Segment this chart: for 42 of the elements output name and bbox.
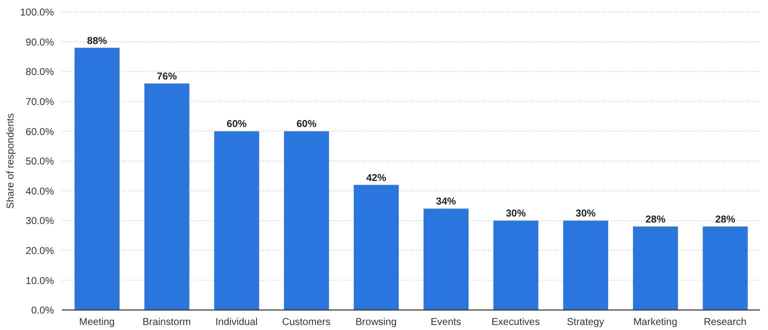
data-label: 42% bbox=[366, 172, 386, 184]
bar bbox=[284, 131, 329, 310]
y-tick-label: 70.0% bbox=[26, 96, 54, 108]
y-tick-label: 10.0% bbox=[26, 276, 54, 287]
data-label: 60% bbox=[296, 119, 317, 130]
bar bbox=[74, 48, 120, 310]
y-tick-label: 40.0% bbox=[26, 186, 54, 198]
y-tick-label: 60.0% bbox=[26, 126, 54, 138]
bar bbox=[144, 84, 190, 310]
data-label: 76% bbox=[156, 72, 177, 83]
bar bbox=[424, 208, 469, 310]
x-tick-label: Brainstorm bbox=[142, 317, 191, 328]
y-tick-label: 30.0% bbox=[26, 216, 54, 228]
x-tick-label: Individual bbox=[215, 317, 258, 328]
y-tick-label: 20.0% bbox=[26, 246, 54, 257]
x-tick-label: Browsing bbox=[356, 317, 397, 328]
x-tick-label: Executives bbox=[492, 317, 540, 328]
y-axis-title: Share of respondents bbox=[6, 113, 17, 209]
bar bbox=[214, 131, 260, 310]
x-tick-label: Meeting bbox=[79, 317, 115, 328]
y-tick-label: 90.0% bbox=[26, 37, 54, 48]
x-tick-label: Events bbox=[430, 317, 462, 328]
y-tick-label: 80.0% bbox=[26, 67, 54, 78]
y-tick-label: 0.0% bbox=[31, 306, 54, 317]
data-label: 28% bbox=[645, 214, 666, 226]
bar bbox=[563, 220, 608, 310]
x-tick-label: Customers bbox=[282, 317, 330, 328]
bar bbox=[632, 226, 678, 310]
x-tick-label: Marketing bbox=[633, 317, 678, 328]
data-label: 60% bbox=[226, 119, 247, 130]
x-tick-label: Strategy bbox=[566, 317, 604, 328]
data-label: 28% bbox=[715, 214, 736, 226]
bar bbox=[354, 184, 399, 310]
bar bbox=[702, 226, 748, 310]
y-tick-label: 100.0% bbox=[20, 8, 54, 19]
data-label: 30% bbox=[576, 208, 596, 220]
y-tick-label: 50.0% bbox=[26, 156, 54, 168]
data-label: 30% bbox=[506, 208, 526, 220]
x-tick-label: Research bbox=[704, 317, 747, 328]
data-label: 88% bbox=[87, 36, 108, 47]
bar bbox=[493, 220, 538, 310]
data-label: 34% bbox=[436, 196, 456, 208]
